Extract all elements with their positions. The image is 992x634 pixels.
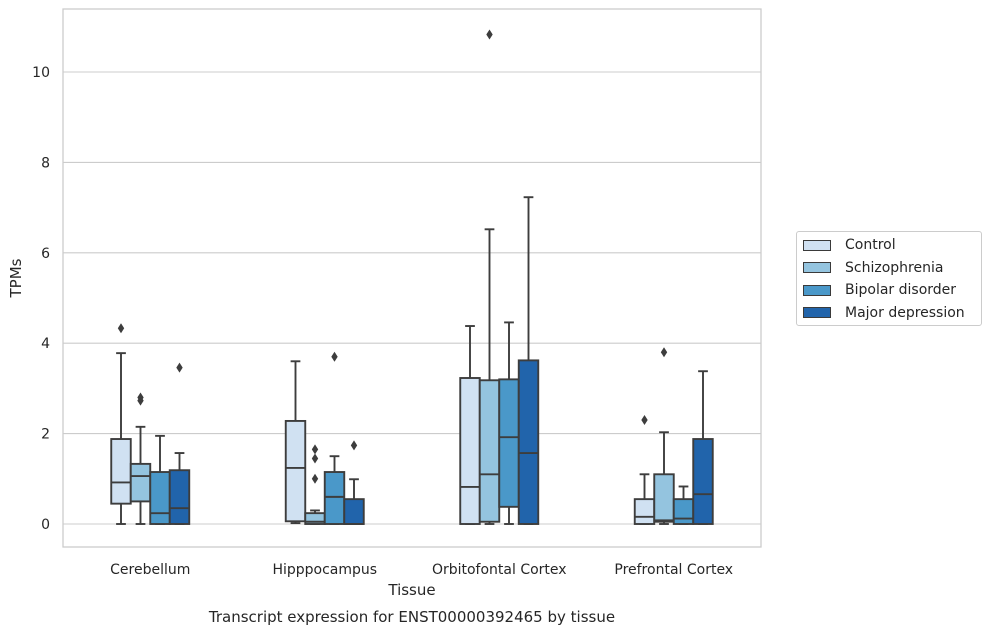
legend-label: Schizophrenia bbox=[845, 259, 944, 276]
legend-item: Major depression bbox=[803, 303, 965, 323]
box-iqr bbox=[517, 359, 540, 525]
box-iqr bbox=[343, 498, 365, 525]
legend-label: Major depression bbox=[845, 304, 965, 321]
x-tick-label: Prefrontal Cortex bbox=[614, 562, 733, 578]
legend-item: Control bbox=[803, 235, 896, 255]
x-tick-label: Orbitofontal Cortex bbox=[432, 562, 567, 578]
legend-swatch bbox=[803, 307, 831, 318]
y-axis-label: TPMs bbox=[7, 258, 25, 298]
gridlines bbox=[63, 71, 761, 525]
legend-item: Schizophrenia bbox=[803, 258, 943, 278]
box bbox=[517, 196, 540, 525]
legend-item: Bipolar disorder bbox=[803, 280, 956, 300]
outlier-point bbox=[311, 444, 319, 455]
outlier-point bbox=[117, 323, 125, 334]
outlier-point bbox=[660, 347, 668, 358]
box bbox=[304, 444, 326, 525]
plot-frame bbox=[62, 8, 762, 548]
box bbox=[343, 440, 365, 525]
box-iqr bbox=[284, 419, 307, 523]
outlier-point bbox=[350, 440, 358, 451]
legend-swatch bbox=[803, 284, 831, 296]
box-iqr bbox=[478, 379, 501, 523]
box bbox=[110, 323, 132, 525]
box bbox=[149, 434, 171, 525]
box-iqr bbox=[149, 471, 171, 525]
outlier-point bbox=[176, 362, 183, 373]
legend-swatch bbox=[803, 262, 831, 273]
box-iqr bbox=[633, 498, 656, 525]
box-groups bbox=[110, 29, 714, 525]
x-tick-label: Hipppocampus bbox=[272, 562, 377, 578]
box-iqr bbox=[129, 462, 152, 503]
legend-swatch bbox=[803, 239, 831, 251]
x-axis-label: Tissue bbox=[387, 581, 435, 599]
box bbox=[168, 362, 191, 525]
box-iqr bbox=[459, 377, 481, 525]
box-iqr bbox=[323, 471, 346, 525]
box bbox=[653, 347, 675, 525]
box bbox=[672, 485, 695, 525]
outlier-point bbox=[641, 415, 648, 426]
box bbox=[323, 351, 346, 525]
box bbox=[459, 325, 481, 525]
box bbox=[692, 370, 714, 525]
outlier-point bbox=[137, 392, 144, 403]
y-tick-label: 6 bbox=[41, 246, 50, 262]
box-iqr bbox=[168, 469, 191, 525]
outlier-point bbox=[311, 473, 319, 484]
outlier-point bbox=[311, 453, 319, 464]
box-iqr bbox=[110, 438, 132, 505]
y-tick-labels: 0 2 4 6 8 10 bbox=[32, 65, 50, 533]
outlier-point bbox=[331, 351, 338, 362]
box-iqr bbox=[653, 473, 675, 523]
chart-caption: Transcript expression for ENST0000039246… bbox=[208, 608, 615, 626]
box bbox=[284, 360, 307, 525]
legend-label: Control bbox=[845, 237, 896, 253]
box-iqr bbox=[692, 438, 714, 525]
y-tick-label: 2 bbox=[41, 427, 50, 443]
y-tick-label: 10 bbox=[32, 65, 50, 81]
y-tick-label: 0 bbox=[41, 517, 50, 533]
box-iqr bbox=[672, 498, 695, 525]
x-tick-labels: Cerebellum Hipppocampus Orbitofontal Corte… bbox=[110, 562, 733, 578]
x-tick-label: Cerebellum bbox=[110, 562, 190, 578]
box bbox=[478, 29, 501, 525]
box bbox=[129, 392, 152, 525]
legend: Control Schizophrenia Bipolar disorder Majo… bbox=[796, 231, 982, 326]
box-iqr bbox=[498, 378, 520, 508]
y-tick-label: 4 bbox=[41, 336, 50, 352]
box bbox=[498, 321, 520, 525]
box bbox=[633, 415, 656, 525]
outlier-point bbox=[486, 29, 493, 40]
legend-label: Bipolar disorder bbox=[845, 282, 957, 298]
y-tick-label: 8 bbox=[41, 155, 50, 171]
